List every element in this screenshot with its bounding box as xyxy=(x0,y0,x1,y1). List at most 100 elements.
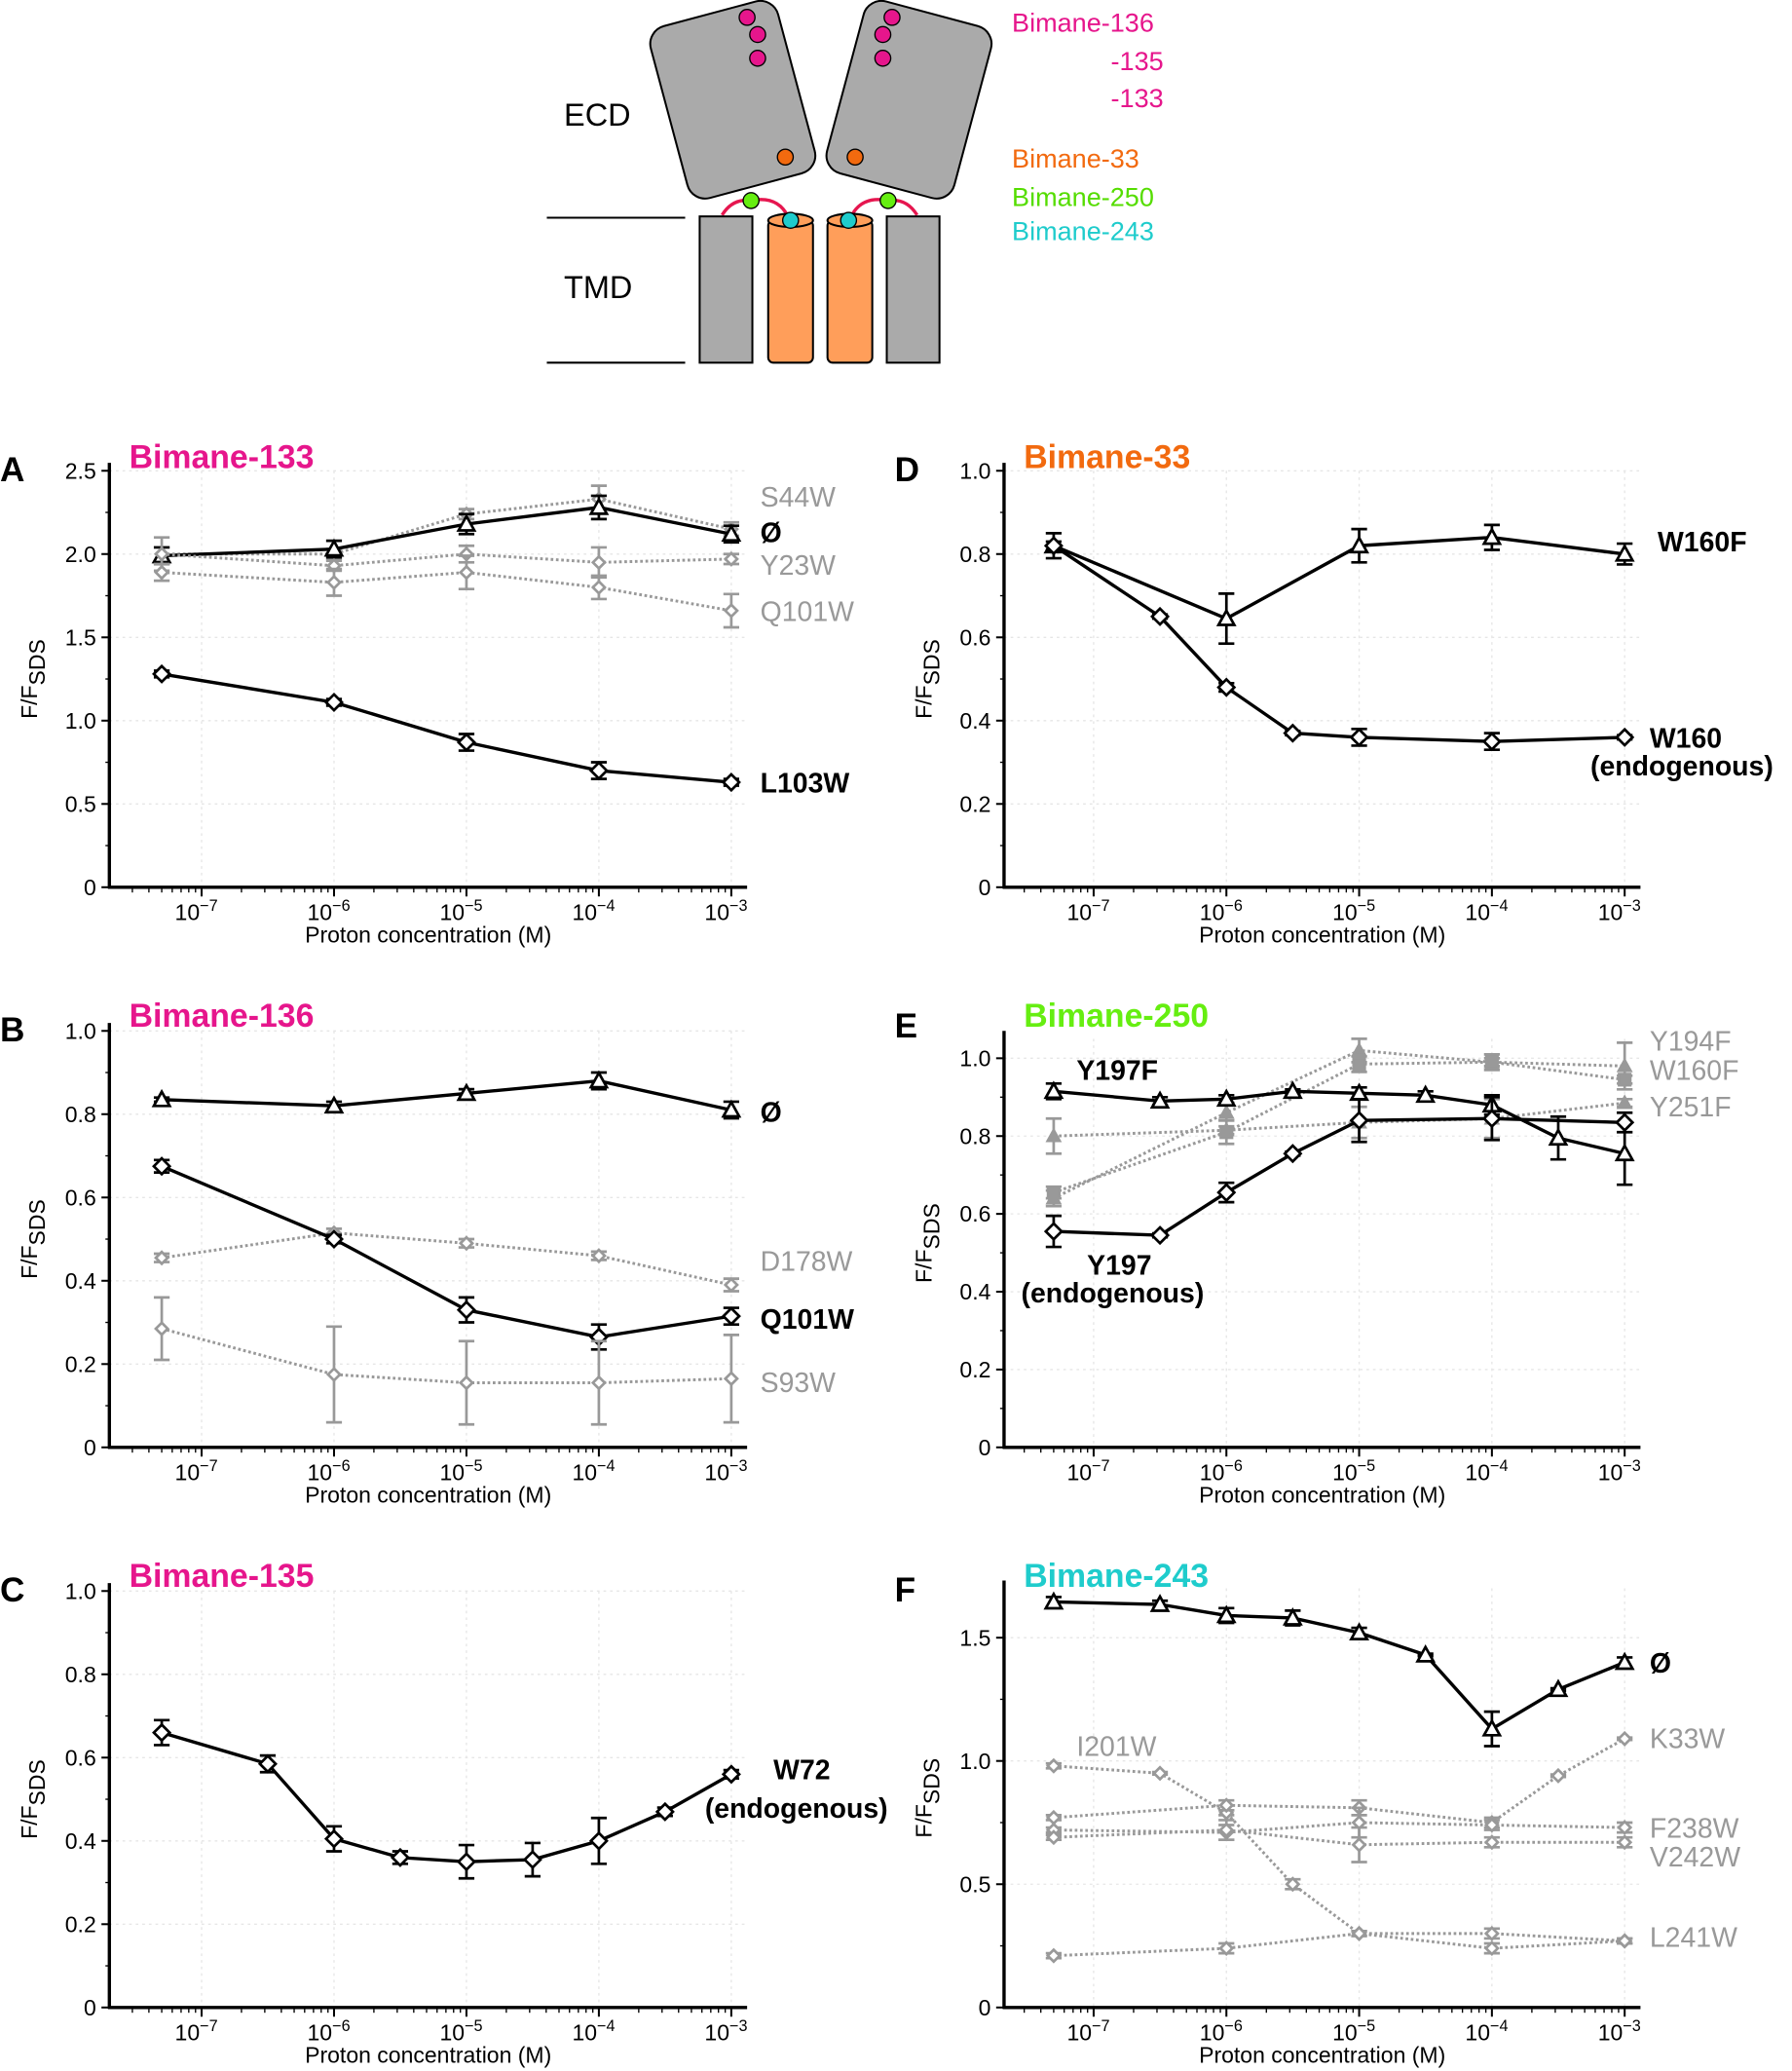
panel-c: 0 0.2 0.4 0.6 0.8 1.0 10−7 10−6 10−5 10−4 10−3 Prot… xyxy=(0,1558,888,2067)
data-point-diamond xyxy=(257,1753,278,1774)
y-tick-label: 1.0 xyxy=(65,1578,96,1603)
series-w160: W160(endogenous) xyxy=(1043,536,1773,782)
x-axis-label: Proton concentration (M) xyxy=(1199,1483,1445,1508)
label-bimane-243: Bimane-243 xyxy=(1012,217,1154,246)
panel-title: Bimane-135 xyxy=(130,1558,315,1595)
data-point-triangle xyxy=(1548,1127,1569,1147)
y-tick-label: 0.4 xyxy=(65,1268,96,1294)
data-point-diamond xyxy=(323,692,345,713)
data-point-diamond xyxy=(721,772,741,793)
data-point-diamond xyxy=(323,1228,345,1250)
y-tick-label: 1.0 xyxy=(65,1018,96,1043)
y-tick-label: 0.4 xyxy=(959,1279,990,1304)
data-point-diamond xyxy=(154,546,170,562)
data-point-diamond xyxy=(1349,727,1369,747)
series-line xyxy=(1053,1764,1625,1942)
label-bimane-33: Bimane-33 xyxy=(1012,144,1139,173)
y-tick-label: 1.5 xyxy=(65,624,96,650)
data-point-triangle xyxy=(1351,1041,1367,1057)
series-q101w: Q101W xyxy=(153,554,854,629)
site-135-left xyxy=(749,25,766,44)
data-point-diamond xyxy=(390,1847,410,1867)
series-line xyxy=(1053,1737,1625,1825)
series-d178w: D178W xyxy=(153,1224,853,1294)
data-point-diamond xyxy=(458,1374,474,1391)
x-tick-label: 10−5 xyxy=(439,2017,482,2045)
y-axis-label: F/FSDS xyxy=(17,1199,50,1279)
panel-letter: E xyxy=(895,1007,917,1045)
y-tick-label: 1.0 xyxy=(959,1749,990,1774)
panel-letter: D xyxy=(895,451,919,489)
data-point-triangle xyxy=(1215,1088,1237,1108)
data-point-triangle xyxy=(1548,1678,1569,1698)
data-point-triangle xyxy=(1043,1080,1064,1100)
data-point-diamond xyxy=(1481,1109,1502,1129)
y-axis-label: F/FSDS xyxy=(17,639,50,719)
site-250-left xyxy=(742,192,760,209)
x-tick-label: 10−6 xyxy=(308,897,351,924)
series-line xyxy=(161,552,731,568)
x-axis-label: Proton concentration (M) xyxy=(305,923,551,948)
y-tick-label: 0.2 xyxy=(65,1351,96,1376)
x-axis-label: Proton concentration (M) xyxy=(305,1483,551,1508)
site-136-right xyxy=(883,9,901,26)
series-label: Y197 xyxy=(1087,1251,1151,1282)
x-tick-label: 10−6 xyxy=(308,1457,351,1485)
data-point-diamond xyxy=(152,1156,172,1177)
panel-title: Bimane-136 xyxy=(130,998,315,1035)
site-133-left xyxy=(749,49,766,67)
y-tick-label: 0.8 xyxy=(959,542,990,567)
data-point-diamond xyxy=(723,550,739,567)
data-point-triangle xyxy=(1282,1607,1303,1626)
data-point-diamond xyxy=(1043,1222,1064,1242)
data-point-diamond xyxy=(1483,1940,1500,1957)
y-tick-label: 0 xyxy=(979,875,991,900)
series-label: Q101W xyxy=(761,1304,854,1336)
y-tick-label: 0.6 xyxy=(959,1201,990,1226)
data-point-diamond xyxy=(1617,1933,1633,1949)
series-f238w: F238W xyxy=(1045,1806,1739,1844)
x-tick-label: 10−3 xyxy=(704,2017,747,2045)
x-tick-label: 10−5 xyxy=(1332,1457,1375,1485)
data-point-diamond xyxy=(1615,727,1635,747)
site-243-right xyxy=(840,211,858,229)
x-tick-label: 10−4 xyxy=(572,1457,615,1485)
series-w72: W72 (endogenous) xyxy=(152,1718,888,1880)
data-point-triangle xyxy=(1217,1104,1235,1119)
x-tick-label: 10−6 xyxy=(1200,897,1243,924)
data-point-diamond xyxy=(1045,1947,1062,1964)
data-point-diamond xyxy=(723,602,739,619)
y-tick-label: 1.5 xyxy=(959,1625,990,1650)
data-point-diamond xyxy=(1349,1111,1369,1131)
x-tick-label: 10−5 xyxy=(1332,897,1375,924)
y-tick-label: 0 xyxy=(84,875,96,900)
data-point-diamond xyxy=(154,564,170,581)
panel-letter: C xyxy=(0,1571,24,1609)
data-point-diamond xyxy=(154,1250,170,1266)
series-label: Y251F xyxy=(1650,1092,1732,1123)
series-line xyxy=(161,1327,731,1385)
series-line xyxy=(1052,544,1625,743)
series-label: Y197F xyxy=(1076,1055,1158,1086)
data-point-diamond xyxy=(456,1299,476,1320)
data-point-triangle xyxy=(1481,1717,1503,1737)
series-label: V242W xyxy=(1650,1842,1740,1873)
data-point-square xyxy=(1618,1073,1632,1087)
data-point-diamond xyxy=(588,1830,609,1851)
data-point-triangle xyxy=(1415,1084,1437,1104)
site-133-right xyxy=(874,49,892,67)
series-line xyxy=(161,1231,732,1287)
x-tick-label: 10−3 xyxy=(1598,2017,1641,2045)
data-point-triangle xyxy=(1215,1604,1237,1624)
series-v242w: V242W xyxy=(1045,1819,1740,1873)
site-135-right xyxy=(874,25,892,44)
data-point-diamond xyxy=(456,1852,476,1872)
series-note: (endogenous) xyxy=(1022,1278,1205,1309)
series-line xyxy=(1053,535,1625,621)
y-tick-label: 2.5 xyxy=(65,458,96,483)
series-label: S44W xyxy=(761,482,837,513)
data-point-diamond xyxy=(1483,1834,1500,1851)
tmd-right xyxy=(885,215,941,364)
tmd-left xyxy=(698,215,754,364)
data-point-diamond xyxy=(1617,1820,1633,1836)
